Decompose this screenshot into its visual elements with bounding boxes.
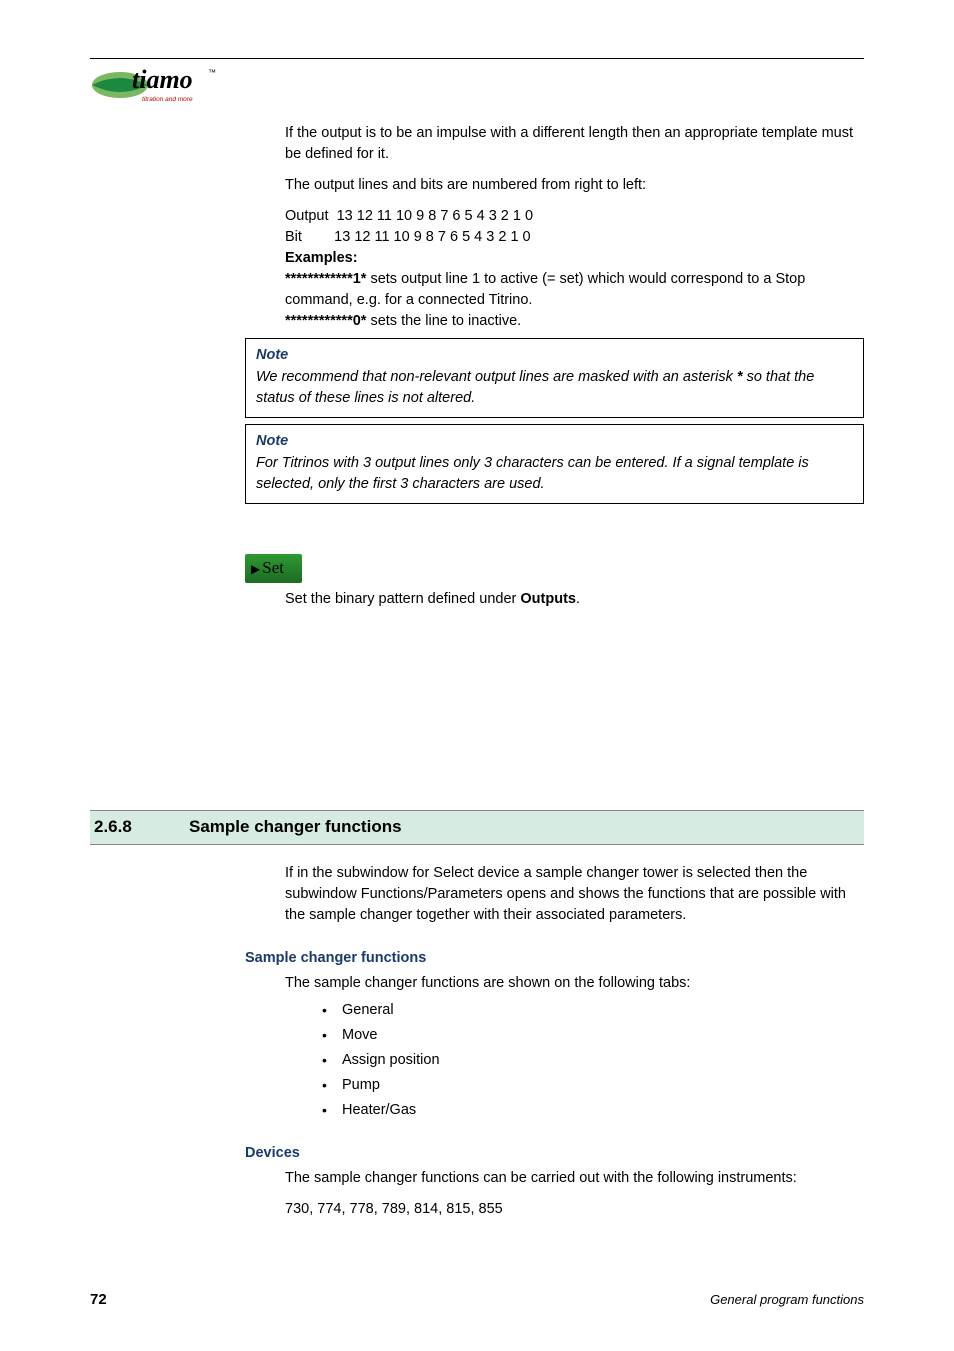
example-1: ************1* sets output line 1 to act… [285,269,864,311]
play-icon: ▶ [251,562,260,576]
example-2-text: sets the line to inactive. [366,313,521,329]
output-values: 13 12 11 10 9 8 7 6 5 4 3 2 1 0 [337,208,533,224]
subhead-devices: Devices [245,1143,864,1164]
note-2-title: Note [256,431,853,452]
note-2-body: For Titrinos with 3 output lines only 3 … [256,453,853,495]
page-footer: 72 General program functions [90,1289,864,1311]
footer-section-name: General program functions [710,1291,864,1310]
note-1-body: We recommend that non-relevant output li… [256,367,853,409]
output-label: Output [285,208,329,224]
devices-intro: The sample changer functions can be carr… [285,1168,864,1189]
para-numbering: The output lines and bits are numbered f… [285,175,864,196]
section-title: Sample changer functions [189,815,402,840]
set-button-label: Set [262,558,284,577]
bit-values: 13 12 11 10 9 8 7 6 5 4 3 2 1 0 [334,229,530,245]
tiamo-logo-icon: tiamo ™ titration and more [90,61,220,105]
tab-item: Assign position [322,1050,864,1071]
example-2: ************0* sets the line to inactive… [285,311,864,332]
tab-item: Move [322,1025,864,1046]
tab-item: Pump [322,1075,864,1096]
logo-tm: ™ [208,68,216,77]
example-1-code: ************1* [285,271,366,287]
section-heading: 2.6.8 Sample changer functions [90,810,864,845]
set-description: Set the binary pattern defined under Out… [285,589,864,610]
logo-tagline: titration and more [142,96,193,103]
example-2-code: ************0* [285,313,366,329]
note-box-2: Note For Titrinos with 3 output lines on… [245,424,864,504]
note-box-1: Note We recommend that non-relevant outp… [245,338,864,418]
devices-list: 730, 774, 778, 789, 814, 815, 855 [285,1199,864,1220]
bit-label: Bit [285,229,302,245]
note-1-title: Note [256,345,853,366]
logo: tiamo ™ titration and more [90,61,220,105]
examples-heading: Examples: [285,248,864,269]
tab-item: General [322,1000,864,1021]
section-number: 2.6.8 [94,815,189,840]
tabs-list: General Move Assign position Pump Heater… [322,1000,864,1121]
header-rule [90,58,864,59]
tabs-intro: The sample changer functions are shown o… [285,973,864,994]
output-bit-table: Output 13 12 11 10 9 8 7 6 5 4 3 2 1 0 B… [285,206,864,248]
subhead-functions: Sample changer functions [245,948,864,969]
logo-text: tiamo [132,65,193,94]
intro-block: If the output is to be an impulse with a… [285,123,864,332]
set-button[interactable]: ▶Set [245,554,302,583]
page-number: 72 [90,1289,107,1311]
tab-item: Heater/Gas [322,1100,864,1121]
para-impulse: If the output is to be an impulse with a… [285,123,864,165]
section-intro: If in the subwindow for Select device a … [285,863,864,926]
